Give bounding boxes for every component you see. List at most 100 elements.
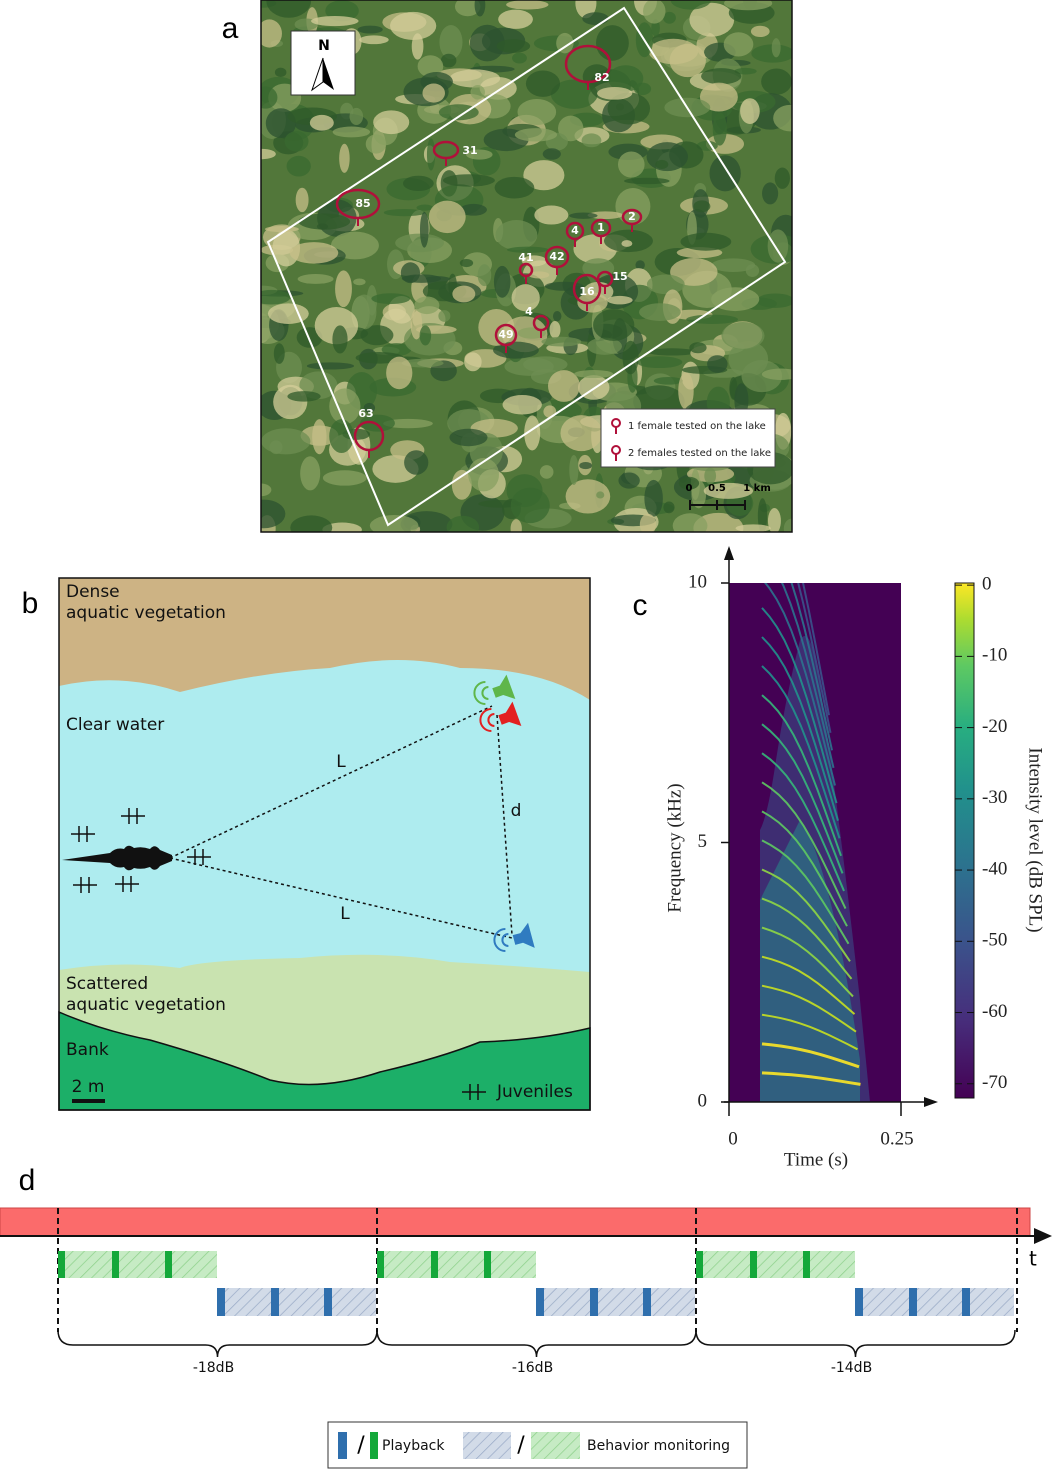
terrain	[493, 265, 511, 298]
playback	[855, 1288, 863, 1316]
terrain	[750, 25, 770, 38]
terrain	[353, 278, 366, 286]
terrain	[757, 498, 768, 532]
terrain	[512, 52, 527, 64]
colorbar-tick-label: -50	[982, 930, 1007, 951]
y-axis-label: Frequency (kHz)	[664, 783, 685, 912]
distance-label: d	[511, 801, 522, 821]
monitoring-hatch	[217, 1288, 376, 1316]
terrain	[514, 128, 558, 142]
terrain	[402, 175, 434, 192]
terrain	[678, 476, 700, 490]
harmonic	[761, 868, 851, 962]
terrain	[428, 200, 466, 234]
terrain	[443, 174, 495, 187]
terrain	[511, 284, 540, 312]
terrain	[761, 368, 792, 380]
terrain	[460, 203, 487, 216]
terrain	[438, 104, 479, 121]
lake-label: 49	[498, 328, 513, 341]
call-envelope	[760, 820, 860, 1102]
terrain	[477, 264, 492, 287]
monitoring-hatch	[58, 1251, 217, 1278]
terrain	[651, 19, 660, 37]
terrain	[655, 159, 669, 169]
terrain	[322, 470, 367, 486]
terrain	[711, 258, 756, 272]
panel-label: d	[19, 1164, 36, 1197]
panel-label: c	[633, 589, 648, 622]
terrain	[478, 309, 515, 346]
terrain	[618, 472, 640, 489]
terrain	[469, 24, 505, 62]
terrain	[636, 356, 683, 369]
brace	[376, 1329, 697, 1358]
terrain	[767, 229, 789, 263]
terrain	[579, 462, 593, 470]
colorbar	[954, 582, 975, 1099]
speaker	[512, 922, 535, 948]
terrain	[449, 428, 488, 447]
terrain	[422, 83, 445, 103]
map-scale-label: 0	[686, 483, 693, 494]
zone-label: aquatic vegetation	[66, 603, 226, 623]
lake-label: 63	[358, 407, 373, 420]
terrain	[678, 372, 694, 410]
lake-label: 4	[525, 305, 533, 318]
terrain	[417, 55, 444, 78]
playback	[962, 1288, 970, 1316]
timeline-bar	[0, 1207, 1031, 1237]
terrain	[751, 44, 792, 63]
harmonic	[761, 1042, 860, 1069]
terrain	[635, 260, 645, 270]
terrain	[670, 258, 718, 286]
legend-playback	[370, 1432, 378, 1459]
terrain	[740, 98, 760, 124]
crocodile	[62, 845, 172, 871]
harmonic	[761, 694, 842, 857]
lake-label: 2	[628, 210, 636, 223]
lake-label: 31	[462, 144, 477, 157]
terrain	[707, 355, 728, 373]
terrain	[363, 402, 376, 413]
colorbar-tick-label: -70	[982, 1072, 1007, 1093]
legend-label: Playback	[382, 1438, 445, 1454]
terrain	[274, 67, 287, 78]
lake-label: 42	[549, 250, 564, 263]
terrain	[663, 11, 676, 24]
bank	[58, 1010, 591, 1111]
terrain	[395, 233, 444, 253]
lake-label: 1	[597, 221, 605, 234]
terrain	[359, 35, 389, 45]
terrain	[498, 9, 533, 29]
terrain	[267, 303, 309, 324]
block-label: -14dB	[831, 1360, 872, 1376]
axis-arrow	[724, 546, 734, 560]
terrain	[556, 32, 574, 54]
terrain	[339, 143, 350, 173]
terrain	[310, 16, 359, 27]
distance-line	[169, 705, 493, 859]
block-label: -18dB	[193, 1360, 234, 1376]
terrain	[494, 176, 535, 199]
terrain	[401, 274, 441, 283]
y-tick-label: 10	[688, 571, 707, 592]
legend-separator: /	[517, 1433, 525, 1458]
terrain	[383, 208, 426, 217]
terrain	[506, 0, 549, 10]
harmonic	[761, 926, 854, 998]
terrain	[608, 65, 644, 92]
terrain	[451, 469, 472, 500]
scale-label: 2 m	[72, 1077, 105, 1097]
harmonic	[761, 636, 839, 821]
scale-bar	[72, 1099, 105, 1103]
axis-arrow	[924, 1097, 938, 1107]
terrain	[597, 87, 633, 100]
playback	[909, 1288, 917, 1316]
terrain	[704, 467, 717, 485]
harmonic	[761, 607, 838, 804]
lake-label: 41	[518, 251, 533, 264]
colorbar-tick-label: -40	[982, 858, 1007, 879]
brace	[695, 1329, 1016, 1358]
